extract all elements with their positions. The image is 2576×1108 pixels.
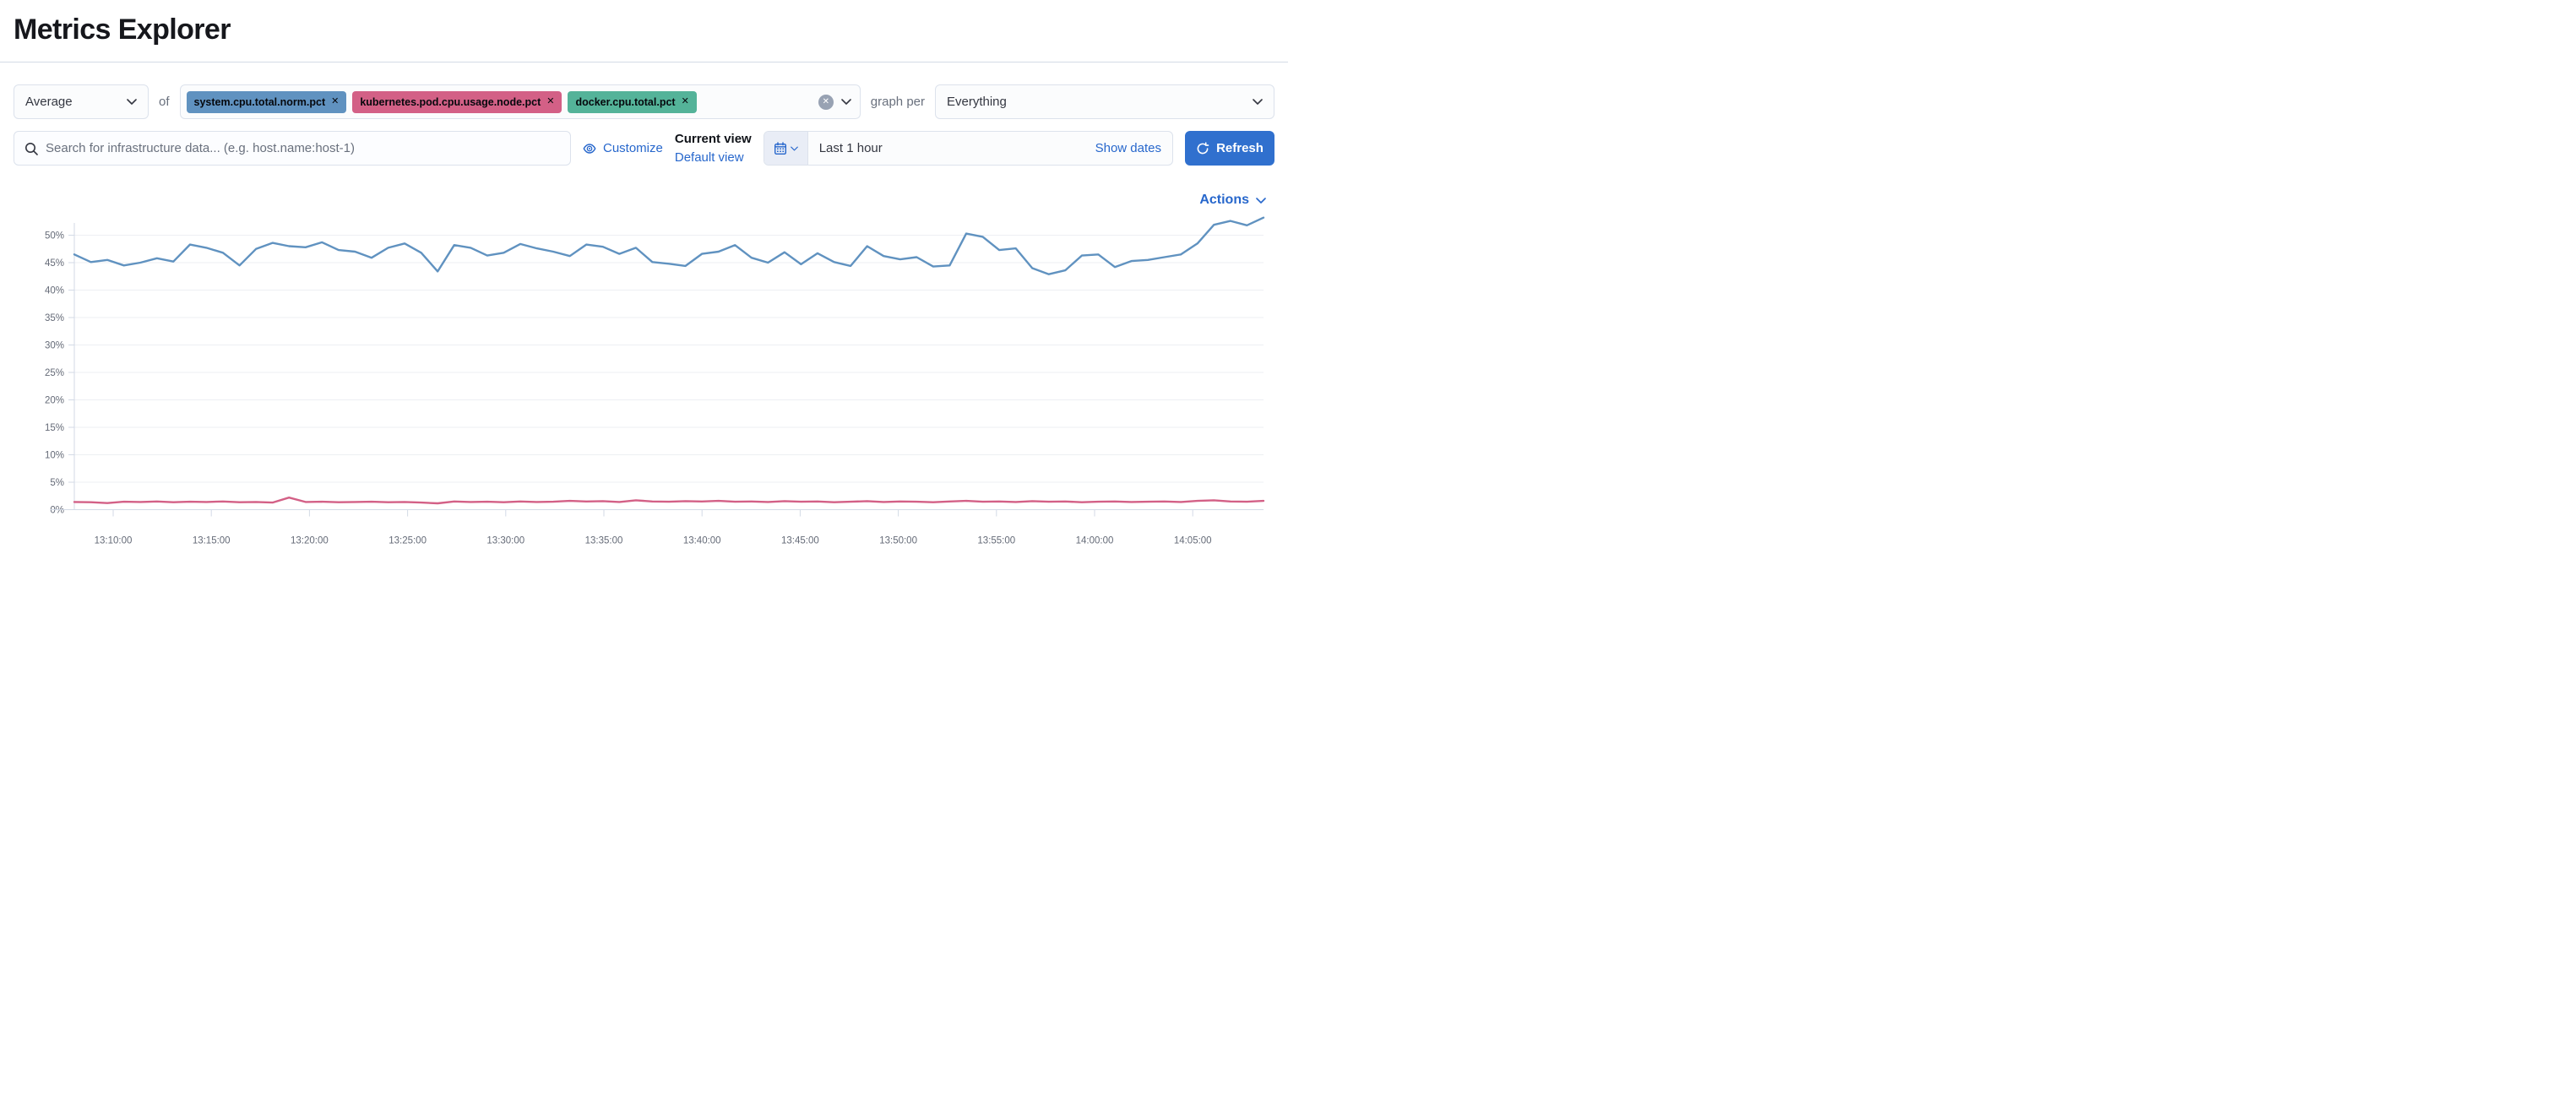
chevron-down-icon — [790, 146, 798, 150]
svg-text:13:50:00: 13:50:00 — [879, 536, 917, 546]
customize-button[interactable]: Customize — [583, 141, 663, 155]
svg-text:30%: 30% — [45, 341, 64, 351]
remove-metric-icon[interactable]: ✕ — [681, 96, 689, 106]
search-field[interactable] — [14, 131, 571, 166]
chevron-down-icon[interactable] — [840, 99, 851, 105]
svg-text:14:00:00: 14:00:00 — [1076, 536, 1114, 546]
metric-tag[interactable]: system.cpu.total.norm.pct ✕ — [186, 90, 347, 113]
actions-menu-button[interactable]: Actions — [1199, 193, 1266, 208]
svg-text:13:15:00: 13:15:00 — [193, 536, 231, 546]
page-header: Metrics Explorer — [0, 0, 1288, 49]
clear-all-icon[interactable]: ✕ — [818, 94, 834, 110]
refresh-button[interactable]: Refresh — [1185, 131, 1274, 166]
metric-toolbar: Average of system.cpu.total.norm.pct ✕ k… — [14, 84, 1274, 119]
svg-text:13:35:00: 13:35:00 — [585, 536, 623, 546]
svg-text:35%: 35% — [45, 313, 64, 323]
group-by-value: Everything — [947, 95, 1007, 109]
customize-label: Customize — [603, 141, 663, 155]
graph-per-label: graph per — [870, 95, 925, 109]
chevron-down-icon — [1256, 197, 1266, 204]
actions-label: Actions — [1199, 193, 1249, 207]
svg-text:25%: 25% — [45, 368, 64, 378]
svg-text:50%: 50% — [45, 231, 64, 242]
show-dates-link[interactable]: Show dates — [1095, 141, 1161, 155]
svg-text:13:30:00: 13:30:00 — [486, 536, 524, 546]
svg-text:13:20:00: 13:20:00 — [291, 536, 329, 546]
metrics-chart[interactable]: 0% 5% 10% 15% 20% 25% 30% 35% 40% 45% 50% 13:10:00 1… — [0, 213, 1288, 554]
page-title: Metrics Explorer — [14, 14, 231, 46]
metric-tag-label: kubernetes.pod.cpu.usage.node.pct — [360, 95, 541, 108]
search-icon — [25, 142, 38, 155]
svg-text:5%: 5% — [50, 478, 64, 488]
eye-icon — [583, 143, 596, 154]
svg-text:13:45:00: 13:45:00 — [781, 536, 819, 546]
svg-text:10%: 10% — [45, 451, 64, 461]
current-view-label: Current view — [674, 131, 752, 146]
group-by-select[interactable]: Everything — [935, 84, 1274, 119]
time-range-value[interactable]: Last 1 hour — [818, 141, 883, 155]
calendar-icon — [774, 141, 786, 155]
remove-metric-icon[interactable]: ✕ — [546, 96, 555, 106]
svg-text:13:10:00: 13:10:00 — [95, 536, 133, 546]
refresh-label: Refresh — [1216, 141, 1264, 155]
line-chart[interactable]: 0% 5% 10% 15% 20% 25% 30% 35% 40% 45% 50% 13:10:00 1… — [0, 213, 1288, 554]
svg-text:13:40:00: 13:40:00 — [683, 536, 721, 546]
svg-text:13:55:00: 13:55:00 — [977, 536, 1015, 546]
date-picker: Last 1 hour Show dates — [763, 131, 1173, 166]
metric-tag-label: system.cpu.total.norm.pct — [193, 95, 326, 108]
default-view-link[interactable]: Default view — [674, 149, 744, 165]
svg-text:14:05:00: 14:05:00 — [1174, 536, 1212, 546]
chevron-down-icon — [127, 99, 137, 105]
metric-tag-label: docker.cpu.total.pct — [575, 95, 676, 108]
metric-tag[interactable]: kubernetes.pod.cpu.usage.node.pct ✕ — [352, 90, 562, 113]
aggregation-value: Average — [25, 95, 73, 109]
aggregation-select[interactable]: Average — [14, 84, 149, 119]
view-switcher: Current view Default view — [675, 130, 752, 167]
quick-select-button[interactable] — [764, 132, 808, 165]
svg-text:15%: 15% — [45, 423, 64, 433]
svg-text:20%: 20% — [45, 396, 64, 406]
actions-row: Actions — [14, 193, 1266, 208]
metric-tag[interactable]: docker.cpu.total.pct ✕ — [568, 90, 697, 113]
remove-metric-icon[interactable]: ✕ — [331, 96, 340, 106]
svg-text:40%: 40% — [45, 286, 64, 296]
metrics-combobox[interactable]: system.cpu.total.norm.pct ✕ kubernetes.p… — [179, 84, 861, 119]
search-toolbar: Customize Current view Default view Last… — [14, 131, 1274, 166]
svg-text:45%: 45% — [45, 258, 64, 269]
search-input[interactable] — [46, 141, 560, 155]
chevron-down-icon — [1253, 99, 1263, 105]
svg-text:13:25:00: 13:25:00 — [389, 536, 427, 546]
of-label: of — [159, 95, 170, 109]
svg-text:0%: 0% — [50, 506, 64, 516]
refresh-icon — [1197, 141, 1209, 154]
